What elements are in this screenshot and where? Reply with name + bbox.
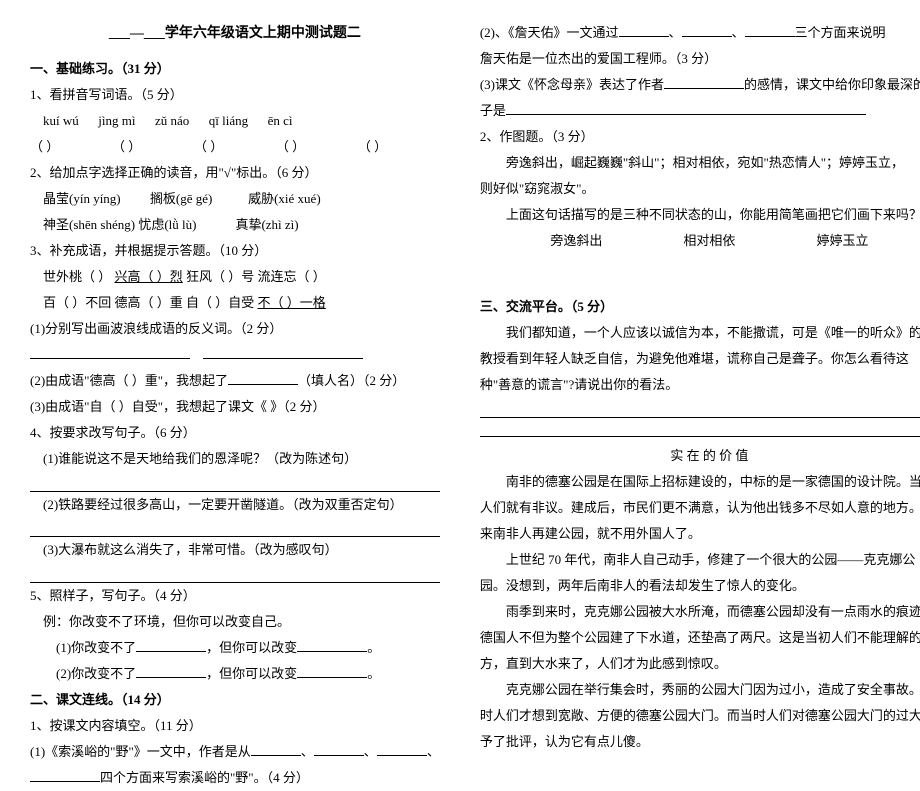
q4-2: (2)铁路要经过很多高山，一定要开凿隧道。（改为双重否定句）: [30, 492, 440, 518]
q2-2a: 神圣(shēn shéng) 忧虑(lǜ lù): [43, 217, 196, 232]
q3-line2: 百（ ）不回 德高（ ）重 自（ ）自受 不（ ）一格: [30, 290, 440, 316]
s2-q1-1a: (1)《索溪峪的"野"》一文中，作者是从: [30, 744, 251, 759]
s2-q1-1-cont: 四个方面来写索溪峪的"野"。（4 分）: [30, 765, 440, 791]
q2-1b: 搁板(gē gé): [150, 191, 212, 206]
r-q2-l3: 上面这句话描写的是三种不同状态的山，你能用简笔画把它们画下来吗？: [480, 202, 920, 228]
q5-2a: (2)你改变不了: [56, 666, 136, 681]
left-column: ___—___学年六年级语文上期中测试题二 一、基础练习。（31 分） 1、看拼…: [30, 20, 440, 791]
r-q2-labels: 旁逸斜出 相对相依 婷婷玉立: [480, 228, 920, 254]
label-3: 婷婷玉立: [816, 228, 868, 254]
r2c: 子是: [480, 103, 506, 118]
q4: 4、按要求改写句子。（6 分）: [30, 420, 440, 446]
r1c: 詹天佑是一位杰出的爱国工程师。（3 分）: [480, 46, 920, 72]
q3-l1b: 狂风（ ）号 流连忘（ ）: [183, 269, 326, 284]
pinyin-3: zǔ náo: [155, 113, 189, 128]
r1: (2)、《詹天佑》一文通过、、三个方面来说明: [480, 20, 920, 46]
s2-q1: 1、按课文内容填空。（11 分）: [30, 713, 440, 739]
section-2-head: 二、课文连线。（14 分）: [30, 687, 440, 713]
q5-2b: ，但你可以改变: [206, 666, 297, 681]
q3-sub3: (3)由成语"自（ ）自受"，我想起了课文《 》（2 分）: [30, 394, 440, 420]
s2-q1-1: (1)《索溪峪的"野"》一文中，作者是从、、、: [30, 739, 440, 765]
q4-3: (3)大瀑布就这么消失了，非常可惜。（改为感叹句）: [30, 537, 440, 563]
paren-5: （ ）: [358, 134, 440, 160]
q2-line2: 神圣(shēn shéng) 忧虑(lǜ lù) 真挚(zhì zì): [30, 212, 440, 238]
q2-1a: 晶莹(yín yíng): [43, 191, 121, 206]
q3-l2: 百（ ）不回 德高（ ）重 自（ ）自受: [43, 295, 258, 310]
essay-p2: 上世纪 70 年代，南非人自己动手，修建了一个很大的公园——克克娜公园。没想到，…: [480, 547, 920, 599]
q3-l1: 世外桃（ ）: [43, 269, 115, 284]
pinyin-row: kuí wú jìng mì zǔ náo qī liáng ēn cì: [30, 108, 440, 134]
q4-2-blank: [30, 522, 440, 538]
q5-ex: 例：你改变不了环境，但你可以改变自己。: [30, 609, 440, 635]
r2a: (3)课文《怀念母亲》表达了作者: [480, 77, 664, 92]
paren-4: （ ）: [276, 134, 358, 160]
s2-q1-1b: 四个方面来写索溪峪的"野"。（4 分）: [100, 770, 309, 785]
q5-1b: ，但你可以改变: [206, 640, 297, 655]
r-q2: 2、作图题。（3 分）: [480, 124, 920, 150]
r2c-line: 子是: [480, 98, 920, 124]
s3-p1: 我们都知道，一个人应该以诚信为本，不能撒谎，可是《唯一的听众》的女教授看到年轻人…: [480, 320, 920, 398]
label-2: 相对相依: [683, 228, 735, 254]
r-q2-l2: 则好似"窈窕淑女"。: [480, 176, 920, 202]
r2: (3)课文《怀念母亲》表达了作者 的感情，课文中给你印象最深的句: [480, 72, 920, 98]
s3-blank-2: [480, 422, 920, 438]
essay-p4: 克克娜公园在举行集会时，秀丽的公园大门因为过小，造成了安全事故。这时人们才想到宽…: [480, 677, 920, 755]
q3-sub2a: (2)由成语"德高（ ）重"，我想起了: [30, 373, 228, 388]
q1: 1、看拼音写词语。（5 分）: [30, 82, 440, 108]
q4-1: (1)谁能说这不是天地给我们的恩泽呢？（改为陈述句）: [30, 446, 440, 472]
paren-row: （ ） （ ） （ ） （ ） （ ）: [30, 134, 440, 160]
paren-3: （ ）: [194, 134, 276, 160]
s3-blank-1: [480, 402, 920, 418]
essay-title: 实 在 的 价 值: [480, 443, 920, 469]
r1a: (2)、《詹天佑》一文通过: [480, 25, 619, 40]
q3-l1-underline: 兴高（ ）烈: [115, 269, 183, 284]
r1b: 三个方面来说明: [795, 25, 886, 40]
q4-1-blank: [30, 476, 440, 492]
q3-l2-underline: 不（ ）一格: [258, 295, 326, 310]
q3-sub2b: （填人名）（2 分）: [298, 373, 405, 388]
q5: 5、照样子，写句子。（4 分）: [30, 583, 440, 609]
q3-sub1: (1)分别写出画波浪线成语的反义词。（2 分）: [30, 316, 440, 342]
exam-title: ___—___学年六年级语文上期中测试题二: [30, 20, 440, 48]
r2b: 的感情，课文中给你印象最深的句: [744, 77, 920, 92]
q3: 3、补充成语，并根据提示答题。（10 分）: [30, 238, 440, 264]
q2: 2、给加点字选择正确的读音，用"√"标出。（6 分）: [30, 160, 440, 186]
essay-p1: 南非的德塞公园是在国际上招标建设的，中标的是一家德国的设计院。当时人们就有非议。…: [480, 469, 920, 547]
pinyin-5: ēn cì: [268, 113, 293, 128]
q2-line1: 晶莹(yín yíng) 搁板(gē gé) 威胁(xié xué): [30, 186, 440, 212]
section-1-head: 一、基础练习。（31 分）: [30, 56, 440, 82]
q3-sub2: (2)由成语"德高（ ）重"，我想起了 （填人名）（2 分）: [30, 368, 440, 394]
q4-3-blank: [30, 567, 440, 583]
right-column: (2)、《詹天佑》一文通过、、三个方面来说明 詹天佑是一位杰出的爱国工程师。（3…: [480, 20, 920, 791]
r-q2-l1: 旁逸斜出，崛起巍巍"斜山"；相对相依，宛如"热恋情人"；婷婷玉立，: [480, 150, 920, 176]
q2-2b: 真挚(zhì zì): [235, 217, 298, 232]
q5-1a: (1)你改变不了: [56, 640, 136, 655]
label-1: 旁逸斜出: [550, 228, 602, 254]
q5-1: (1)你改变不了，但你可以改变。: [30, 635, 440, 661]
pinyin-1: kuí wú: [43, 113, 79, 128]
q2-1c: 威胁(xié xué): [248, 191, 321, 206]
paren-2: （ ）: [112, 134, 194, 160]
pinyin-4: qī liáng: [209, 113, 248, 128]
paren-1: （ ）: [30, 134, 112, 160]
drawing-space: [480, 254, 920, 294]
q3-sub1-blank: [30, 342, 440, 368]
pinyin-2: jìng mì: [98, 113, 135, 128]
q5-2: (2)你改变不了，但你可以改变。: [30, 661, 440, 687]
essay-p3: 雨季到来时，克克娜公园被大水所淹，而德塞公园却没有一点雨水的痕迹。德国人不但为整…: [480, 599, 920, 677]
q3-line1: 世外桃（ ） 兴高（ ）烈 狂风（ ）号 流连忘（ ）: [30, 264, 440, 290]
section-3-head: 三、交流平台。（5 分）: [480, 294, 920, 320]
